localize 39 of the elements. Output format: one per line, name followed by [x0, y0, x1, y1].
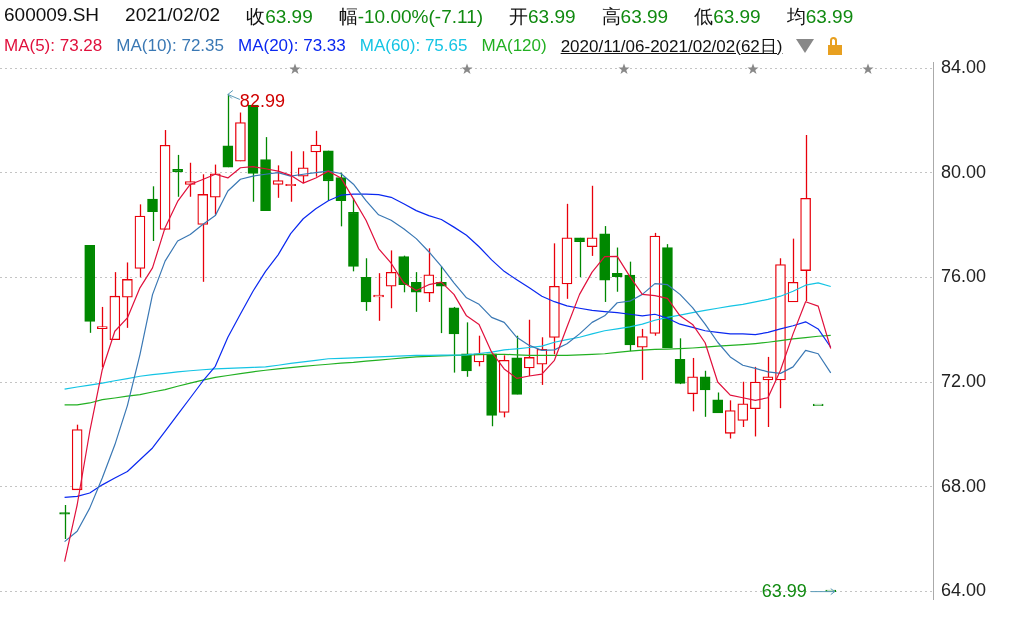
- text: MA(120): [481, 36, 547, 56]
- annotation: 63.99: [761, 580, 807, 601]
- candlestick: [310, 130, 322, 178]
- candlestick: [209, 163, 221, 216]
- y-tick-label: 72.00: [941, 370, 987, 391]
- candlestick: [674, 337, 686, 385]
- y-tick-label: 68.00: [941, 475, 987, 496]
- candlestick: [712, 391, 724, 414]
- candlestick: [461, 321, 472, 378]
- text: MA(10): 72.35: [116, 36, 224, 56]
- candlestick: [687, 357, 698, 412]
- y-tick-label: 80.00: [941, 161, 987, 182]
- candlestick: [96, 306, 108, 369]
- candlestick: [574, 237, 585, 278]
- annotation: 82.99: [239, 91, 285, 112]
- text: MA(60): 75.65: [359, 36, 468, 56]
- candlestick: [59, 504, 70, 540]
- candlestick: [699, 370, 711, 418]
- chart-subtitle: 2020/11/06-2021/02/02(62日): [560, 35, 783, 58]
- candlestick: [122, 261, 133, 329]
- candlestick: [385, 249, 397, 309]
- candlestick: [737, 381, 749, 428]
- candlestick: [172, 154, 183, 198]
- y-tick-label: 84.00: [941, 57, 987, 77]
- y-tick-label: 64.00: [941, 580, 987, 601]
- candlestick: [147, 185, 158, 242]
- candlestick: [586, 185, 598, 257]
- chart-title: 600009.SH 2021/02/02 收63.99 幅-10.00%(-7.11) 开63.99 高63.99 低63.99 均63.99: [4, 4, 854, 27]
- text: MA(5): 73.28: [4, 36, 103, 56]
- text: MA(20): 73.33: [238, 36, 346, 56]
- y-tick-label: 76.00: [941, 266, 987, 287]
- candlestick: [611, 246, 623, 293]
- candlestick: [637, 328, 648, 381]
- candlestick: [523, 319, 535, 377]
- candlestick: [272, 164, 284, 199]
- candlestick: [360, 257, 372, 312]
- candlestick: [787, 237, 799, 303]
- candlestick: [724, 399, 736, 440]
- candlestick: [222, 93, 234, 168]
